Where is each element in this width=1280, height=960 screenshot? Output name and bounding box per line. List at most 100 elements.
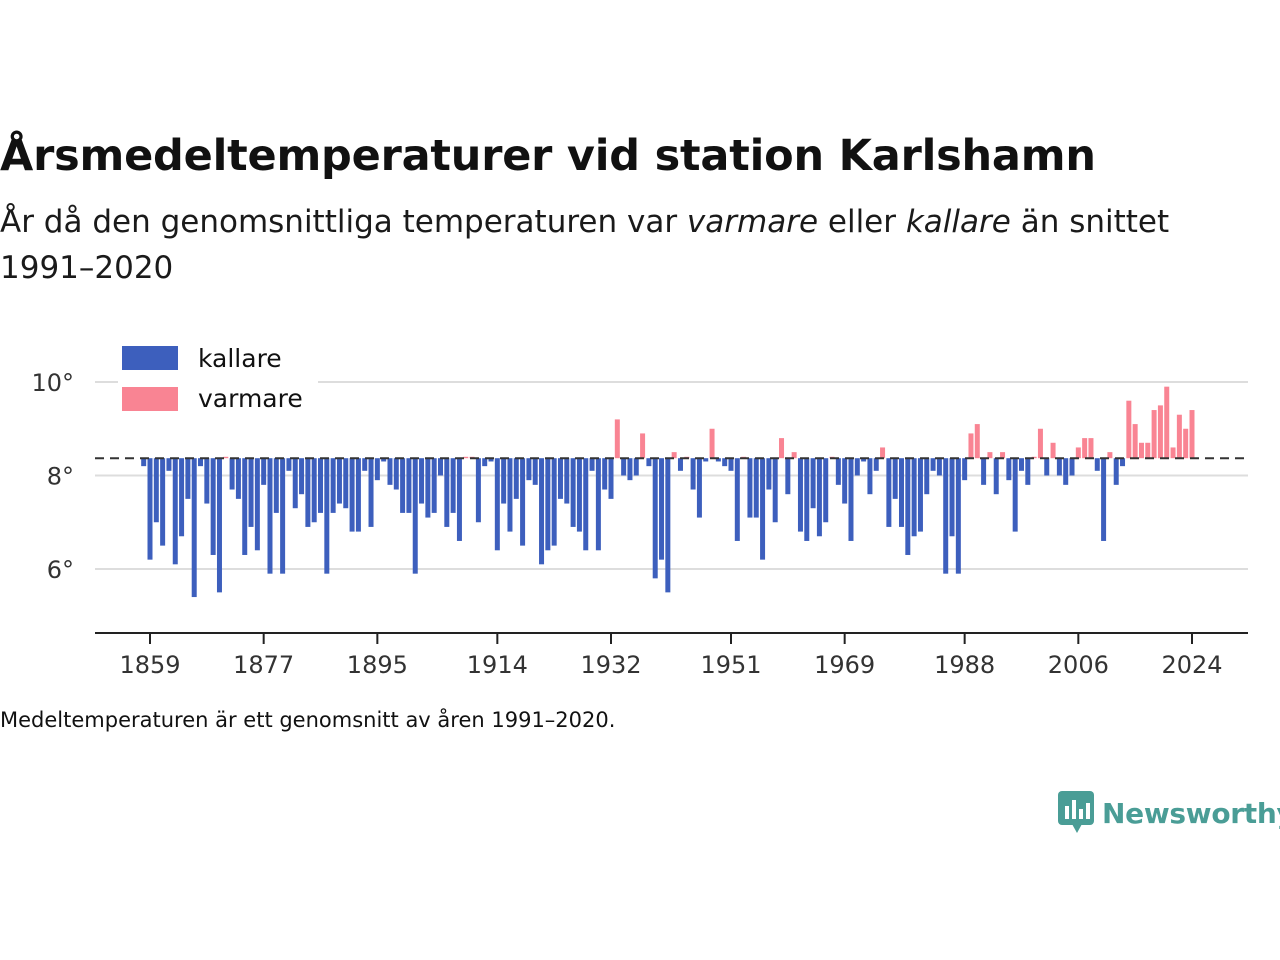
bar-kallare [539, 458, 545, 565]
bar-kallare [715, 458, 721, 462]
bar-kallare [185, 458, 191, 499]
bar-varmare [1151, 410, 1157, 459]
bar-varmare [1138, 442, 1144, 459]
x-tick-label: 2006 [1048, 651, 1109, 679]
y-axis-ticks: 6° 8° 10° [31, 369, 74, 584]
bar-kallare [235, 458, 241, 499]
bar-kallare [216, 458, 222, 593]
bar-kallare [766, 458, 772, 490]
bar-kallare [330, 458, 336, 513]
x-axis-ticks: 1859 1877 1895 1914 1932 1951 1969 1988 2006 2024 [119, 633, 1223, 679]
bar-varmare [1183, 428, 1189, 459]
bar-kallare [166, 458, 172, 471]
bar-kallare [551, 458, 557, 546]
bar-kallare [690, 458, 696, 490]
bar-kallare [526, 458, 532, 481]
bar-varmare [1132, 424, 1138, 459]
bar-kallare [633, 458, 639, 476]
bar-kallare [273, 458, 279, 513]
bar-kallare [873, 458, 879, 471]
bar-kallare [583, 458, 589, 551]
bar-kallare [1094, 458, 1100, 471]
bar-kallare [772, 458, 778, 523]
bar-varmare [1189, 410, 1195, 459]
x-tick-label: 1969 [814, 651, 875, 679]
bar-varmare [1037, 428, 1043, 459]
bar-varmare [709, 428, 715, 459]
bar-kallare [475, 458, 481, 523]
bar-kallare [848, 458, 854, 541]
bar-kallare [444, 458, 450, 527]
legend-label-kallare: kallare [198, 344, 282, 373]
bar-kallare [349, 458, 355, 532]
x-tick-label: 1859 [119, 651, 180, 679]
bar-varmare [987, 452, 993, 459]
bar-kallare [324, 458, 330, 574]
bar-varmare [1107, 452, 1113, 459]
bar-kallare [804, 458, 810, 541]
bar-varmare [463, 456, 469, 459]
bar-kallare [153, 458, 159, 523]
bar-kallare [981, 458, 987, 485]
bars [141, 386, 1195, 598]
bar-kallare [936, 458, 942, 476]
bar-kallare [438, 458, 443, 476]
bar-kallare [198, 458, 204, 467]
bar-varmare [1164, 386, 1170, 459]
bar-kallare [1018, 458, 1024, 471]
bar-kallare [760, 458, 766, 560]
bar-kallare [261, 458, 267, 485]
bar-kallare [280, 458, 286, 574]
bar-kallare [501, 458, 507, 504]
bar-kallare [1113, 458, 1119, 485]
bar-kallare [425, 458, 431, 518]
bar-kallare [1044, 458, 1050, 476]
legend-swatch-varmare [122, 387, 178, 411]
bar-kallare [854, 458, 860, 476]
bar-varmare [1082, 438, 1088, 459]
bar-varmare [1088, 438, 1094, 459]
bar-varmare [1031, 456, 1037, 459]
bar-kallare [318, 458, 324, 513]
bar-varmare [791, 452, 797, 459]
bar-kallare [141, 458, 147, 467]
bar-kallare [191, 458, 197, 598]
bar-varmare [968, 433, 974, 459]
legend-label-varmare: varmare [198, 384, 303, 413]
bar-kallare [917, 458, 923, 532]
bar-varmare [1170, 447, 1176, 459]
bar-kallare [652, 458, 658, 579]
bar-kallare [595, 458, 601, 551]
bar-kallare [722, 458, 728, 467]
bar-kallare [696, 458, 702, 518]
bar-varmare [974, 424, 980, 459]
bar-kallare [387, 458, 393, 485]
bar-kallare [482, 458, 488, 467]
bar-kallare [602, 458, 608, 490]
bar-chart: 6° 8° 10° 1859 1877 1895 1914 1932 1951 1969 1988… [31, 340, 1248, 679]
bar-kallare [576, 458, 582, 532]
bar-kallare [532, 458, 538, 485]
bar-kallare [993, 458, 999, 495]
subtitle-warmer: varmare [686, 204, 819, 240]
chart-title: Årsmedeltemperaturer vid station Karlsha… [0, 131, 1096, 181]
bar-varmare [640, 433, 646, 459]
bar-kallare [570, 458, 576, 527]
legend-swatch-kallare [122, 346, 178, 370]
y-tick-label: 10° [31, 369, 74, 397]
bar-kallare [160, 458, 166, 546]
chart-subtitle: År då den genomsnittliga temperaturen va… [0, 204, 1170, 286]
x-tick-label: 1951 [700, 651, 761, 679]
bar-kallare [172, 458, 178, 565]
x-tick-label: 1877 [233, 651, 294, 679]
bar-kallare [1056, 458, 1062, 476]
y-tick-label: 8° [47, 463, 74, 491]
bar-kallare [703, 458, 709, 462]
bar-kallare [797, 458, 803, 532]
newsworthy-logo: Newsworthy [1058, 791, 1280, 835]
bar-kallare [1006, 458, 1012, 481]
bar-kallare [728, 458, 734, 471]
bar-kallare [431, 458, 437, 513]
bar-kallare [955, 458, 961, 574]
x-tick-label: 1988 [934, 651, 995, 679]
